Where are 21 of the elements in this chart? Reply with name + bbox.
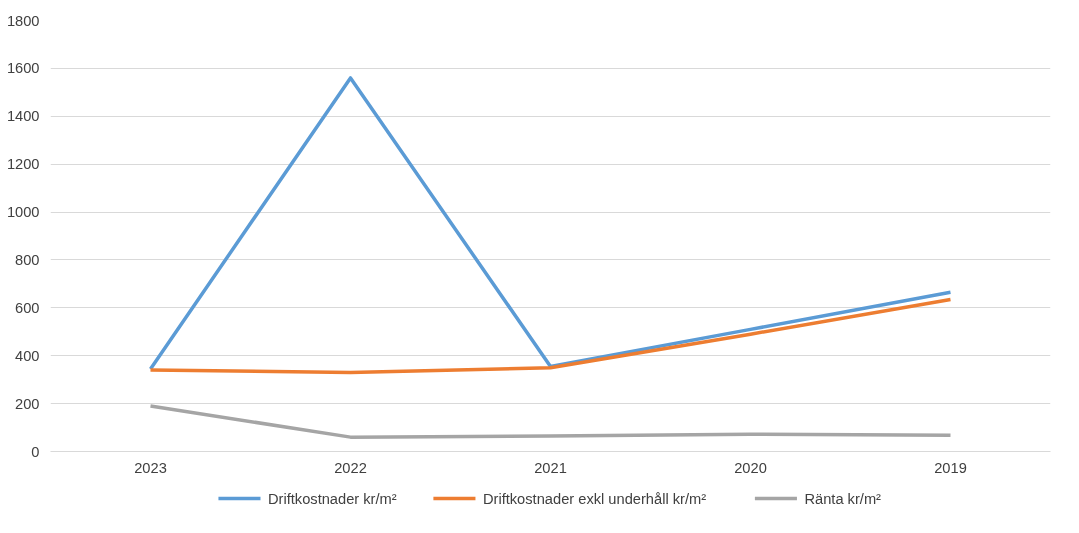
x-tick-label: 2023 (134, 459, 167, 476)
x-tick-label: 2020 (734, 459, 767, 476)
x-tick-label: 2019 (934, 459, 967, 476)
line-series (148, 404, 953, 439)
y-tick-label: 1600 (6, 60, 40, 77)
x-tick-label: 2021 (534, 459, 567, 476)
y-tick-label: 1000 (6, 204, 40, 221)
y-tick-label: 200 (15, 395, 40, 412)
legend-label: Ränta kr/m² (804, 490, 882, 507)
y-tick-label: 1200 (6, 156, 40, 173)
line-series (148, 76, 953, 371)
y-tick-label: 0 (31, 443, 40, 460)
line-series (148, 297, 953, 375)
x-tick-label: 2022 (334, 459, 367, 476)
y-tick-label: 400 (15, 347, 40, 364)
y-tick-label: 600 (15, 299, 40, 316)
y-tick-label: 1400 (6, 108, 40, 125)
legend-label: Driftkostnader exkl underhåll kr/m² (482, 490, 707, 507)
y-tick-label: 800 (15, 251, 40, 268)
y-tick-label: 1800 (6, 12, 40, 29)
legend-label: Driftkostnader kr/m² (267, 490, 397, 507)
